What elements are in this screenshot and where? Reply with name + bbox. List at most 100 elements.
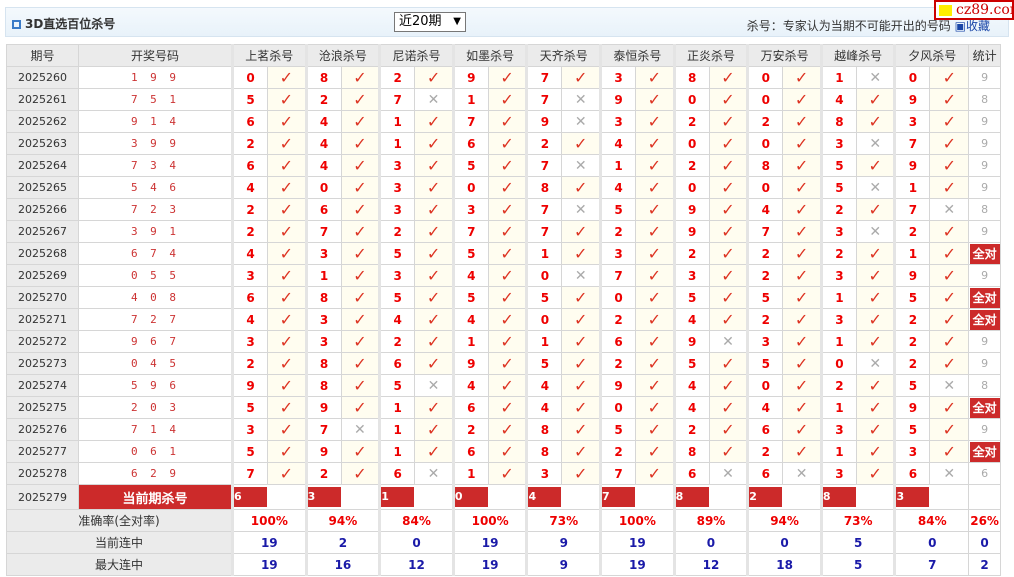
summary-value: 0 [672,531,749,554]
kill-number: 2 [893,352,931,375]
check-icon: ✓ [414,154,454,177]
kill-number: 3 [231,264,268,287]
table-row: 2025277 0 6 1 5 ✓ 9 ✓ 1 ✓ 6 ✓ 8 ✓ 2 ✓ 8 ✓ 2 ✓ 1 ✓ 3 ✓ 全对 [6,440,1002,463]
summary-stat: 2 [968,553,1002,576]
cross-icon: ✕ [561,88,602,111]
current-kill-cell: 8 [672,484,749,510]
kill-number: 4 [304,154,342,177]
draw-number: 3 9 9 [78,132,233,155]
kill-number: 8 [304,286,342,309]
kill-number: 5 [378,374,416,397]
check-icon: ✓ [561,440,602,463]
col-expert: 沧浪杀号 [304,44,381,67]
current-kill-cell: 1 [378,484,454,510]
check-icon: ✓ [487,132,528,155]
kill-number: 8 [525,418,563,441]
kill-number: 3 [819,264,857,287]
stat-cell: 全对 [968,440,1002,463]
draw-number: 9 1 4 [78,110,233,133]
draw-number: 0 4 5 [78,352,233,375]
favorite-link[interactable]: 收藏 [965,19,990,33]
check-icon: ✓ [267,176,307,199]
kill-number: 1 [304,264,342,287]
draw-number: 9 6 7 [78,330,233,353]
current-kill-number: 3 [307,487,341,507]
summary-row: 当前连中 19 2 0 19 9 19 0 0 5 0 0 [6,531,1002,554]
kill-number: 4 [231,242,268,265]
col-expert: 泰恒杀号 [599,44,675,67]
kill-number: 5 [599,198,637,221]
summary-value: 12 [672,553,749,576]
draw-number: 2 0 3 [78,396,233,419]
kill-number: 9 [893,154,931,177]
current-row: 2025279 当前期杀号 6 3 1 0 4 7 8 2 8 3 [6,484,1002,510]
col-issue: 期号 [6,44,79,67]
current-kill-cell: 0 [451,484,528,510]
kill-number: 2 [746,110,784,133]
kill-number: 2 [893,308,931,331]
favorite-icon[interactable]: ▣ [954,19,966,33]
check-icon: ✓ [561,374,602,397]
kill-number: 5 [525,286,563,309]
kill-number: 0 [599,286,637,309]
stat-cell: 全对 [968,396,1002,419]
check-icon: ✓ [708,242,749,265]
check-icon: ✓ [929,264,970,287]
check-icon: ✓ [267,286,307,309]
kill-number: 3 [599,66,637,89]
check-icon: ✓ [561,242,602,265]
check-icon: ✓ [340,66,381,89]
check-icon: ✓ [635,132,675,155]
check-icon: ✓ [414,110,454,133]
kill-number: 7 [304,220,342,243]
check-icon: ✓ [708,396,749,419]
kill-number: 1 [378,396,416,419]
kill-number: 3 [451,198,489,221]
check-icon: ✓ [561,220,602,243]
kill-number: 7 [451,220,489,243]
kill-number: 5 [893,286,931,309]
summary-value: 19 [231,531,307,554]
check-icon: ✓ [708,198,749,221]
check-icon: ✓ [340,242,381,265]
kill-number: 6 [746,462,784,485]
summary-value: 16 [304,553,381,576]
page-title-text: 3D直选百位杀号 [25,17,116,31]
issue-cell: 2025263 [6,132,79,155]
kill-number: 3 [819,462,857,485]
summary-value: 7 [893,553,970,576]
kill-number: 2 [599,440,637,463]
current-kill-cell: 2 [746,484,822,510]
kill-number: 6 [378,352,416,375]
check-icon: ✓ [414,418,454,441]
check-icon: ✓ [267,374,307,397]
check-icon: ✓ [267,330,307,353]
cross-icon: ✕ [561,110,602,133]
kill-number: 0 [672,88,710,111]
period-select[interactable]: 近20期 ▼ [394,12,466,32]
check-icon: ✓ [708,374,749,397]
check-icon: ✓ [561,396,602,419]
check-icon: ✓ [635,374,675,397]
summary-value: 5 [819,553,896,576]
kill-number: 1 [451,330,489,353]
kill-number: 5 [819,176,857,199]
kill-number: 1 [893,176,931,199]
check-icon: ✓ [267,396,307,419]
check-icon: ✓ [782,110,822,133]
summary-value: 94% [304,509,381,532]
col-expert: 尼诺杀号 [378,44,454,67]
col-expert: 天齐杀号 [525,44,602,67]
check-icon: ✓ [487,220,528,243]
check-icon: ✓ [782,88,822,111]
stat-cell: 9 [968,264,1002,287]
check-icon: ✓ [267,462,307,485]
kill-number: 6 [451,132,489,155]
kill-number: 0 [746,88,784,111]
kill-number: 4 [231,308,268,331]
kill-number: 0 [746,176,784,199]
check-icon: ✓ [855,242,896,265]
check-icon: ✓ [414,132,454,155]
kill-number: 8 [304,66,342,89]
kill-number: 3 [231,330,268,353]
